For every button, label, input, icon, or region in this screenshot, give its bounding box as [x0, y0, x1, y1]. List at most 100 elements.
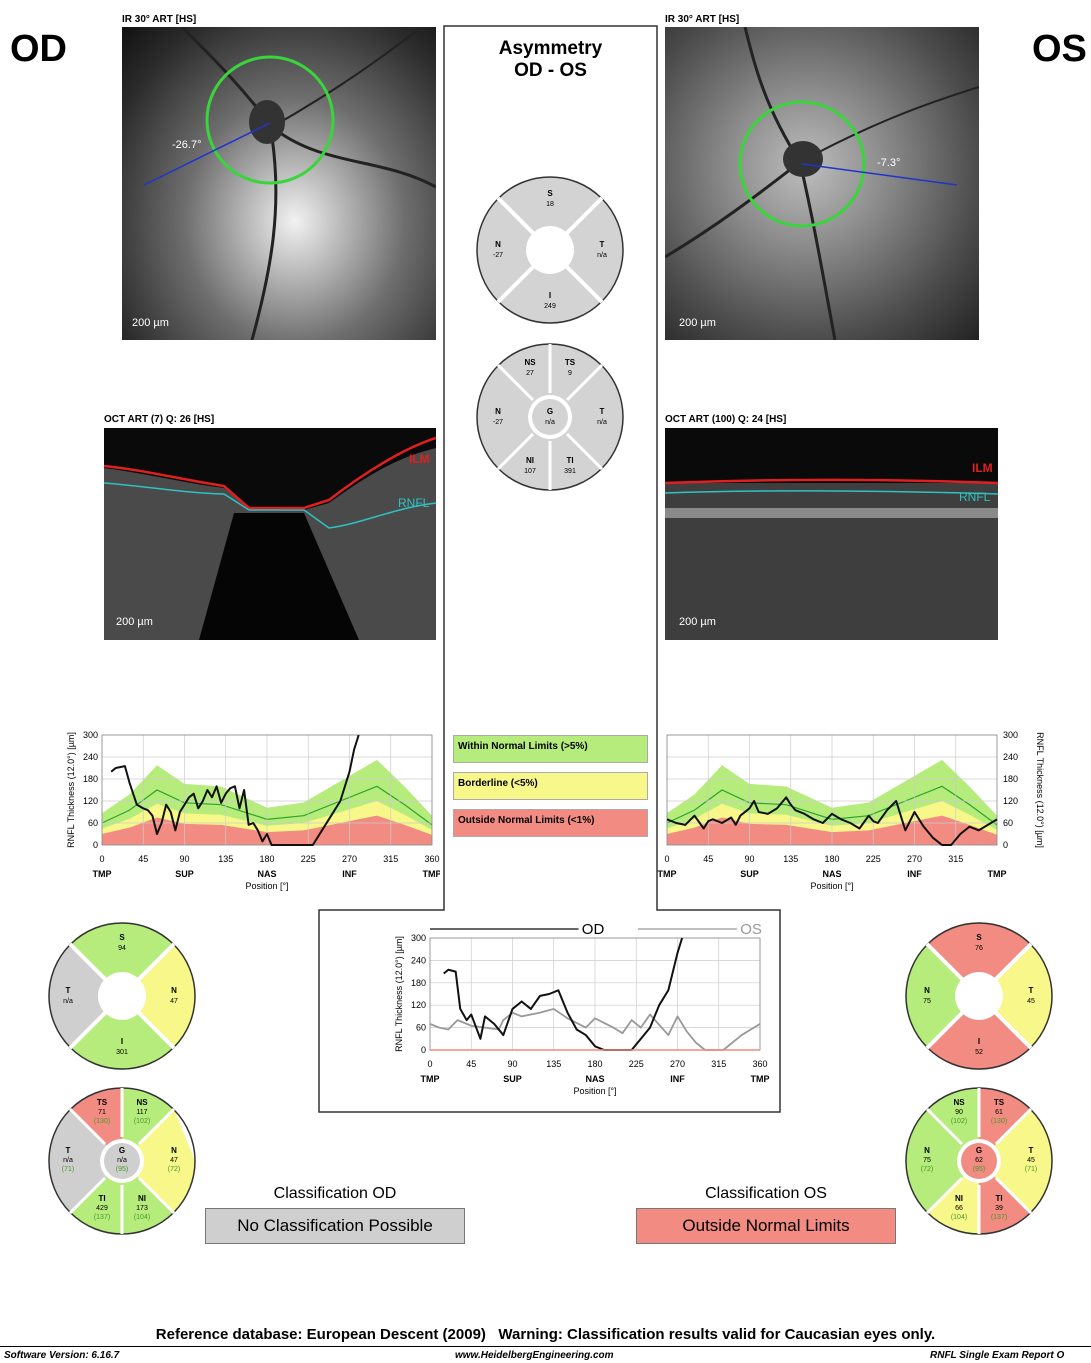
od-s-t-value: n/a [63, 1157, 73, 1164]
website-link: www.HeidelbergEngineering.com [455, 1350, 614, 1361]
y-tick-label: 240 [411, 955, 426, 965]
sector-label: INF [907, 869, 922, 879]
sector-label: TMP [93, 869, 112, 879]
od-s-t-label: T [66, 1146, 71, 1155]
od-s-t-ref: (71) [62, 1166, 74, 1173]
asym-st-label: T [600, 407, 605, 416]
os-ilm-label: ILM [972, 461, 993, 475]
os-s-t-label: T [1029, 1146, 1034, 1155]
x-axis-label: Position [°] [573, 1086, 616, 1096]
od-eye-label: OD [10, 28, 67, 70]
asym-ts-value: 9 [568, 370, 572, 377]
y-tick-label: 240 [1003, 752, 1018, 762]
x-tick-label: 360 [752, 1059, 767, 1069]
os-legend-label: OS [740, 921, 762, 938]
od-angle-label: -26.7° [172, 139, 202, 151]
x-axis-label: Position [°] [245, 881, 288, 891]
od-profile-chart: 0 60 120 180 240 300 0 45 90 135 180 225 270 315 360 TM… [40, 722, 442, 907]
sector-label: SUP [740, 869, 759, 879]
x-tick-label: 225 [301, 854, 316, 864]
sector-label: NAS [822, 869, 841, 879]
classification-os-title: Classification OS [705, 1185, 827, 1202]
profile-line [110, 734, 360, 846]
y-tick-label: 60 [88, 818, 98, 828]
os-oct-scale: 200 µm [679, 616, 716, 628]
sector-label: TMP [421, 1074, 440, 1084]
os-s-ts-label: TS [994, 1098, 1005, 1107]
y-tick-label: 300 [411, 933, 426, 943]
legend-within-normal: Within Normal Limits (>5%) [453, 735, 648, 763]
os-q-s-label: S [976, 933, 982, 942]
os-q-n-label: N [924, 986, 930, 995]
asym-i-label: I [549, 291, 551, 300]
os-ir-title: IR 30° ART [HS] [665, 14, 740, 25]
os-s-g-ref: (95) [973, 1166, 985, 1173]
x-tick-label: 90 [507, 1059, 517, 1069]
x-tick-label: 180 [259, 854, 274, 864]
os-s-ns-label: NS [953, 1098, 965, 1107]
od-s-g-label: G [119, 1146, 125, 1155]
od-s-ni-value: 173 [136, 1205, 148, 1212]
asym-ni-label: NI [526, 456, 534, 465]
od-oct-scale: 200 µm [116, 616, 153, 628]
os-s-ti-value: 39 [995, 1205, 1003, 1212]
legend-outside-normal: Outside Normal Limits (<1%) [453, 809, 648, 837]
od-s-ts-label: TS [97, 1098, 108, 1107]
od-ilm-label: ILM [409, 452, 430, 466]
asym-i-value: 249 [544, 303, 556, 310]
os-angle-label: -7.3° [877, 157, 901, 169]
os-q-i-label: I [978, 1037, 980, 1046]
os-oct-image: ILM RNFL 200 µm [665, 428, 998, 640]
os-ir-image: -7.3° 200 µm [665, 27, 979, 340]
y-tick-label: 180 [83, 774, 98, 784]
od-s-ts-value: 71 [98, 1109, 106, 1116]
x-tick-label: 225 [629, 1059, 644, 1069]
x-tick-label: 45 [138, 854, 148, 864]
y-axis-label: RNFL Thickness (12.0°) [µm] [66, 732, 76, 848]
y-tick-label: 120 [1003, 796, 1018, 806]
od-q-i-value: 301 [116, 1049, 128, 1056]
sector-label: TMP [751, 1074, 770, 1084]
od-rnfl-label: RNFL [398, 496, 430, 510]
asym-t-value: n/a [597, 252, 607, 259]
classification-os-value: Outside Normal Limits [636, 1208, 896, 1244]
od-s-g-value: n/a [117, 1157, 127, 1164]
report-name: RNFL Single Exam Report O [930, 1350, 1065, 1361]
os-s-n-ref: (72) [921, 1166, 933, 1173]
x-tick-label: 0 [427, 1059, 432, 1069]
os-oct-title: OCT ART (100) Q: 24 [HS] [665, 414, 787, 425]
os-profile-chart: 0 60 120 180 240 300 0 45 90 135 180 225 270 315 TMP SU… [655, 722, 1055, 907]
asym-ns-label: NS [524, 358, 536, 367]
od-q-t-value: n/a [63, 998, 73, 1005]
x-tick-label: 225 [866, 854, 881, 864]
od-s-n-ref: (72) [168, 1166, 180, 1173]
asymmetry-quadrant-chart: S 18 N -27 T n/a I 249 [476, 176, 624, 324]
os-s-ti-ref: (137) [991, 1214, 1007, 1221]
os-s-ti-label: TI [995, 1194, 1002, 1203]
os-s-ns-ref: (102) [951, 1118, 967, 1125]
y-tick-label: 120 [83, 796, 98, 806]
od-q-i-label: I [121, 1037, 123, 1046]
os-s-n-label: N [924, 1146, 930, 1155]
x-tick-label: 90 [179, 854, 189, 864]
od-s-ni-label: NI [138, 1194, 146, 1203]
os-s-t-value: 45 [1027, 1157, 1035, 1164]
os-s-t-ref: (71) [1025, 1166, 1037, 1173]
x-tick-label: 90 [744, 854, 754, 864]
od-ir-image: -26.7° 200 µm [122, 27, 436, 340]
od-s-ns-value: 117 [136, 1109, 147, 1116]
sector-label: TMP [988, 869, 1007, 879]
od-q-n-label: N [171, 986, 177, 995]
asym-s-value: 18 [546, 201, 554, 208]
od-s-ns-ref: (102) [134, 1118, 150, 1125]
x-tick-label: 180 [587, 1059, 602, 1069]
legend-borderline: Borderline (<5%) [453, 772, 648, 800]
x-tick-label: 180 [824, 854, 839, 864]
y-axis-label: RNFL Thickness (12.0°) [µm] [1035, 732, 1045, 848]
x-tick-label: 270 [907, 854, 922, 864]
y-tick-label: 300 [83, 730, 98, 740]
sector-label: TMP [658, 869, 677, 879]
os-q-i-value: 52 [975, 1049, 983, 1056]
sector-label: SUP [503, 1074, 522, 1084]
sector-label: NAS [585, 1074, 604, 1084]
